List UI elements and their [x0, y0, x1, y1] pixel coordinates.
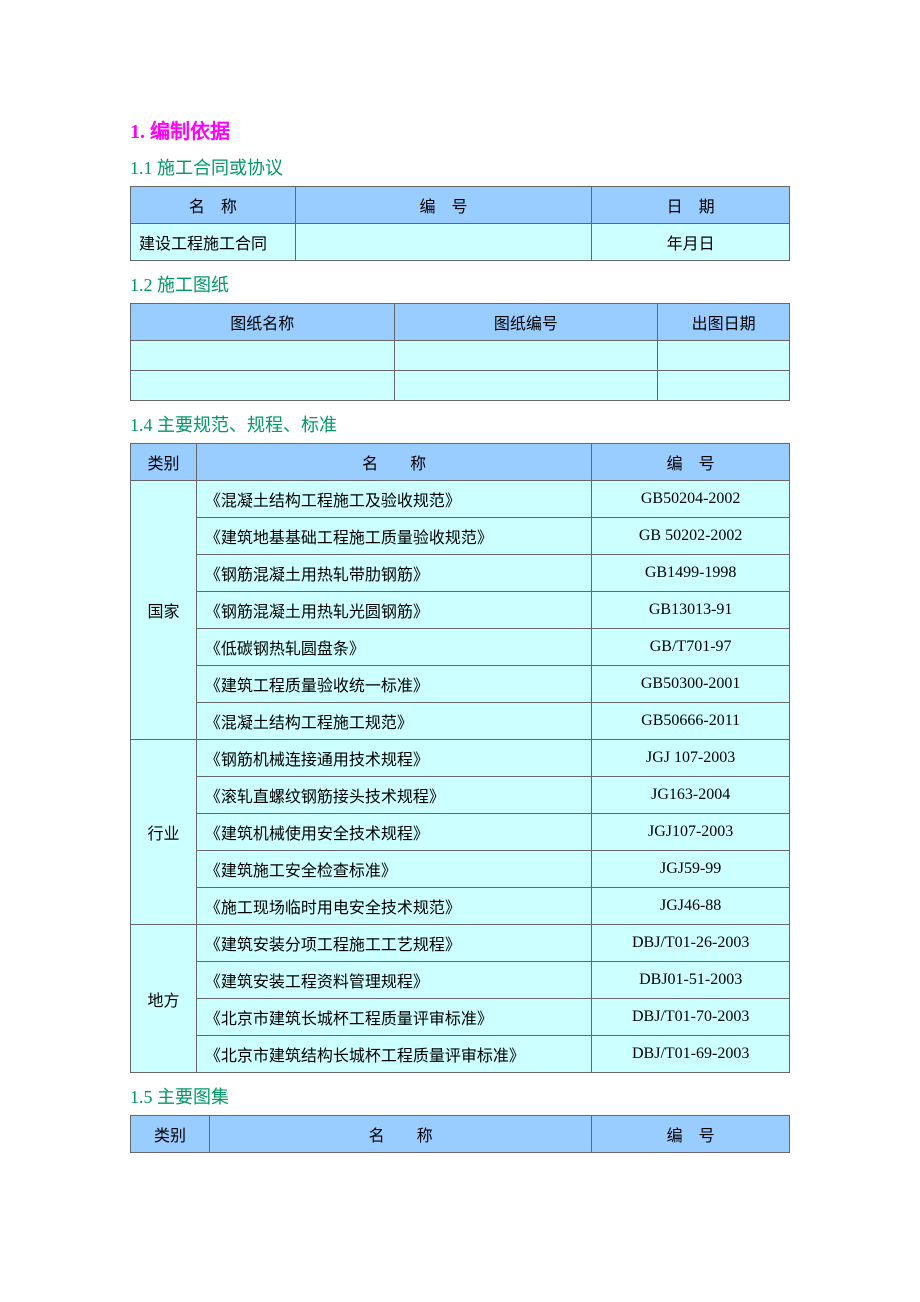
cell-category: 国家	[131, 481, 197, 740]
cell	[131, 371, 395, 401]
cell-std-name: 《北京市建筑长城杯工程质量评审标准》	[196, 999, 591, 1036]
cell-std-code: GB50204-2002	[592, 481, 790, 518]
section-heading-1: 1. 编制依据	[130, 115, 790, 144]
cell	[658, 371, 790, 401]
table-row: 《建筑地基基础工程施工质量验收规范》GB 50202-2002	[131, 518, 790, 555]
table-row: 《北京市建筑结构长城杯工程质量评审标准》DBJ/T01-69-2003	[131, 1036, 790, 1073]
table-drawings: 图纸名称 图纸编号 出图日期	[130, 303, 790, 401]
cell-std-name: 《施工现场临时用电安全技术规范》	[196, 888, 591, 925]
cell-std-code: DBJ01-51-2003	[592, 962, 790, 999]
cell-category: 行业	[131, 740, 197, 925]
subsection-heading-1-1: 1.1 施工合同或协议	[130, 154, 790, 180]
cell-std-name: 《滚轧直螺纹钢筋接头技术规程》	[196, 777, 591, 814]
th-drawing-name: 图纸名称	[131, 304, 395, 341]
cell-std-code: JGJ59-99	[592, 851, 790, 888]
cell-std-code: GB1499-1998	[592, 555, 790, 592]
cell-std-name: 《建筑安装工程资料管理规程》	[196, 962, 591, 999]
cell	[658, 341, 790, 371]
table-row	[131, 341, 790, 371]
cell-name: 建设工程施工合同	[131, 224, 296, 261]
cell-std-name: 《钢筋混凝土用热轧光圆钢筋》	[196, 592, 591, 629]
cell-std-code: JGJ46-88	[592, 888, 790, 925]
cell-std-code: DBJ/T01-69-2003	[592, 1036, 790, 1073]
cell-std-code: GB 50202-2002	[592, 518, 790, 555]
cell	[394, 371, 658, 401]
cell-std-code: DBJ/T01-70-2003	[592, 999, 790, 1036]
cell	[394, 341, 658, 371]
cell-std-name: 《建筑安装分项工程施工工艺规程》	[196, 925, 591, 962]
table-standards: 类别 名 称 编 号 国家《混凝土结构工程施工及验收规范》GB50204-200…	[130, 443, 790, 1073]
th-number: 编 号	[295, 187, 592, 224]
th-drawing-date: 出图日期	[658, 304, 790, 341]
cell-std-name: 《低碳钢热轧圆盘条》	[196, 629, 591, 666]
table-row: 《钢筋混凝土用热轧光圆钢筋》GB13013-91	[131, 592, 790, 629]
table-row: 《钢筋混凝土用热轧带肋钢筋》GB1499-1998	[131, 555, 790, 592]
table-row: 《滚轧直螺纹钢筋接头技术规程》JG163-2004	[131, 777, 790, 814]
th-drawing-number: 图纸编号	[394, 304, 658, 341]
cell-std-code: GB13013-91	[592, 592, 790, 629]
table-row: 《施工现场临时用电安全技术规范》JGJ46-88	[131, 888, 790, 925]
cell-std-code: JGJ 107-2003	[592, 740, 790, 777]
table-row: 《建筑工程质量验收统一标准》GB50300-2001	[131, 666, 790, 703]
cell-date: 年月日	[592, 224, 790, 261]
subsection-heading-1-4: 1.4 主要规范、规程、标准	[130, 411, 790, 437]
cell-std-name: 《北京市建筑结构长城杯工程质量评审标准》	[196, 1036, 591, 1073]
th-std-name: 名 称	[196, 444, 591, 481]
table-row	[131, 371, 790, 401]
cell-std-code: GB50666-2011	[592, 703, 790, 740]
cell-std-name: 《建筑机械使用安全技术规程》	[196, 814, 591, 851]
table-row: 《混凝土结构工程施工规范》GB50666-2011	[131, 703, 790, 740]
table-contract: 名 称 编 号 日 期 建设工程施工合同 年月日	[130, 186, 790, 261]
th-name: 名 称	[131, 187, 296, 224]
cell-std-name: 《混凝土结构工程施工及验收规范》	[196, 481, 591, 518]
cell	[131, 341, 395, 371]
th-atlas-name: 名 称	[210, 1116, 592, 1153]
table-row: 行业《钢筋机械连接通用技术规程》JGJ 107-2003	[131, 740, 790, 777]
cell-std-code: JGJ107-2003	[592, 814, 790, 851]
table-row: 《低碳钢热轧圆盘条》GB/T701-97	[131, 629, 790, 666]
th-category: 类别	[131, 1116, 210, 1153]
th-date: 日 期	[592, 187, 790, 224]
table-atlas: 类别 名 称 编 号	[130, 1115, 790, 1153]
table-row: 《建筑施工安全检查标准》JGJ59-99	[131, 851, 790, 888]
cell-number	[295, 224, 592, 261]
cell-std-name: 《建筑施工安全检查标准》	[196, 851, 591, 888]
table-row: 《建筑安装工程资料管理规程》DBJ01-51-2003	[131, 962, 790, 999]
cell-std-code: JG163-2004	[592, 777, 790, 814]
table-row: 建设工程施工合同 年月日	[131, 224, 790, 261]
th-category: 类别	[131, 444, 197, 481]
cell-std-name: 《混凝土结构工程施工规范》	[196, 703, 591, 740]
cell-std-name: 《建筑地基基础工程施工质量验收规范》	[196, 518, 591, 555]
cell-std-code: GB50300-2001	[592, 666, 790, 703]
cell-std-name: 《钢筋混凝土用热轧带肋钢筋》	[196, 555, 591, 592]
cell-std-name: 《建筑工程质量验收统一标准》	[196, 666, 591, 703]
cell-std-code: DBJ/T01-26-2003	[592, 925, 790, 962]
th-std-code: 编 号	[592, 444, 790, 481]
subsection-heading-1-2: 1.2 施工图纸	[130, 271, 790, 297]
cell-std-name: 《钢筋机械连接通用技术规程》	[196, 740, 591, 777]
th-atlas-code: 编 号	[592, 1116, 790, 1153]
subsection-heading-1-5: 1.5 主要图集	[130, 1083, 790, 1109]
table-row: 《北京市建筑长城杯工程质量评审标准》DBJ/T01-70-2003	[131, 999, 790, 1036]
table-row: 《建筑机械使用安全技术规程》JGJ107-2003	[131, 814, 790, 851]
cell-std-code: GB/T701-97	[592, 629, 790, 666]
table-row: 地方《建筑安装分项工程施工工艺规程》DBJ/T01-26-2003	[131, 925, 790, 962]
cell-category: 地方	[131, 925, 197, 1073]
table-row: 国家《混凝土结构工程施工及验收规范》GB50204-2002	[131, 481, 790, 518]
